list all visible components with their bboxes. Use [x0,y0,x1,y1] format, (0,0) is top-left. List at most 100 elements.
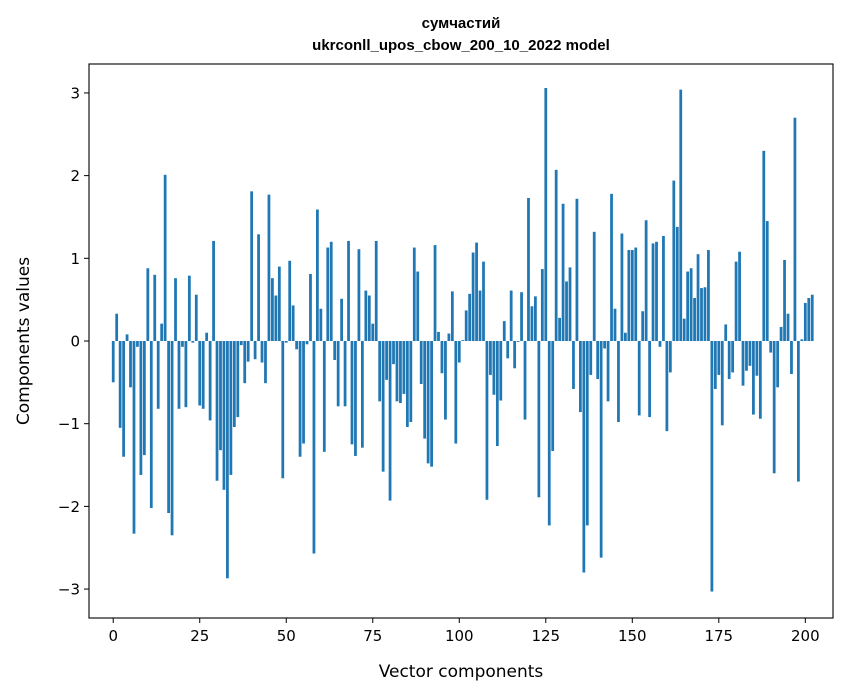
bar-51 [288,260,292,341]
bar-136 [582,341,586,573]
bar-159 [662,235,665,341]
x-tick-label-125: 125 [531,627,560,645]
bar-77 [378,341,382,402]
bar-202 [810,294,814,341]
bar-30 [215,341,219,481]
bar-91 [426,341,430,464]
bar-100 [457,341,461,363]
bar-68 [347,240,350,341]
bar-75 [371,323,375,341]
bar-81 [392,341,395,365]
bar-127 [551,341,555,451]
bar-13 [156,341,160,409]
bar-107 [482,261,485,341]
bar-134 [575,198,579,341]
bar-188 [762,150,766,341]
bar-63 [329,241,333,341]
bar-165 [682,318,686,341]
bar-79 [385,341,388,380]
bar-113 [502,321,506,341]
bar-191 [772,341,776,474]
bar-78 [381,341,385,472]
bar-55 [302,341,305,444]
bar-184 [748,341,752,366]
bar-170 [700,288,703,341]
bar-12 [153,274,157,341]
bar-92 [430,341,433,467]
bar-173 [710,341,714,592]
bar-140 [596,341,600,380]
bar-56 [305,341,309,345]
bar-126 [547,341,551,526]
bar-143 [606,341,610,402]
bar-195 [786,313,790,341]
bar-53 [295,341,299,350]
bar-45 [267,194,271,341]
bar-112 [499,341,503,401]
bar-168 [693,298,696,341]
bar-64 [333,341,337,361]
x-tick-label-200: 200 [791,627,820,645]
bar-84 [402,341,406,394]
x-tick-label-50: 50 [277,627,296,645]
x-tick-label-150: 150 [618,627,647,645]
bar-85 [405,341,409,427]
bar-7 [136,341,139,347]
bar-83 [399,341,402,404]
bar-2 [118,341,122,428]
bar-9 [142,341,146,456]
bar-1 [115,313,119,341]
bar-10 [146,268,150,341]
bar-193 [779,326,783,341]
bar-66 [340,298,343,341]
bar-98 [450,291,454,341]
bar-59 [316,209,319,341]
bar-58 [312,341,316,554]
bar-151 [634,247,638,341]
bar-148 [623,332,627,341]
bar-124 [540,269,544,341]
bar-186 [755,341,759,376]
bar-118 [520,292,523,341]
bar-23 [191,341,195,343]
bar-139 [592,231,596,341]
bar-197 [793,117,797,341]
x-tick-label-175: 175 [704,627,733,645]
bar-132 [568,267,572,341]
y-tick-label-3: 3 [70,84,80,102]
chart-title-line2: ukrconll_upos_cbow_200_10_2022 model [312,37,610,54]
bar-115 [509,290,513,341]
bar-57 [309,274,312,341]
bar-44 [264,341,267,384]
bar-196 [790,341,793,375]
bar-125 [544,87,548,341]
bar-176 [720,341,724,426]
bar-99 [454,341,458,444]
bar-94 [437,331,440,341]
bar-141 [599,341,603,558]
bar-6 [132,341,136,534]
x-tick-label-25: 25 [190,627,209,645]
bar-149 [627,250,631,341]
bar-175 [717,341,721,375]
bar-80 [388,341,392,501]
bar-111 [495,341,499,447]
bar-49 [281,341,285,479]
bar-158 [658,341,662,347]
bar-169 [696,254,700,341]
bar-70 [354,341,357,456]
bar-106 [478,290,482,341]
bar-114 [506,341,510,359]
bar-14 [160,323,164,341]
bar-86 [409,341,413,423]
bar-76 [374,240,378,341]
bar-150 [630,250,634,341]
bar-104 [471,252,475,341]
bar-156 [651,243,655,341]
bar-43 [260,341,264,363]
bar-154 [644,220,648,341]
bar-73 [364,290,368,341]
bar-142 [603,341,606,349]
bar-32 [222,341,226,490]
